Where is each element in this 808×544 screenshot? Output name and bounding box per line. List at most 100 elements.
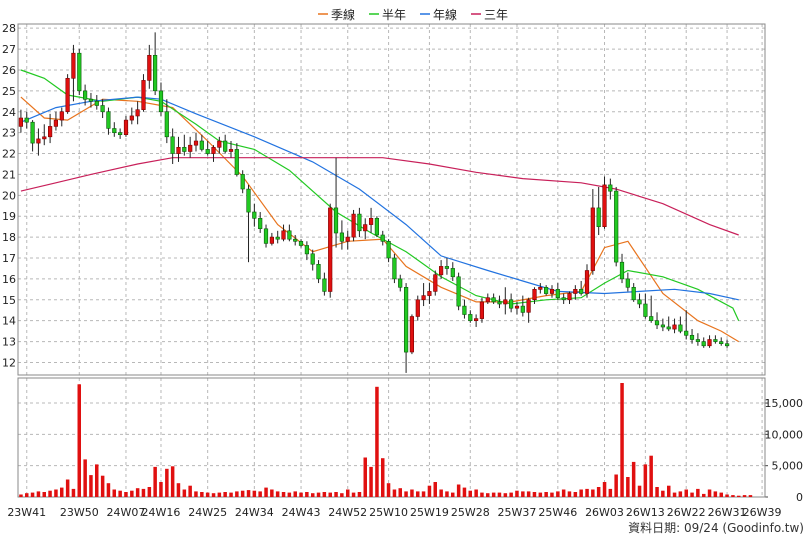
candle-body bbox=[637, 299, 642, 305]
volume-bar bbox=[147, 487, 152, 497]
candle-body bbox=[269, 236, 275, 244]
volume-bar bbox=[176, 483, 181, 497]
candle-body bbox=[333, 207, 339, 234]
volume-bar bbox=[526, 491, 531, 497]
ma-line-三年 bbox=[20, 157, 739, 236]
volume-bar bbox=[667, 485, 671, 497]
candle-body bbox=[672, 324, 677, 330]
candle-body bbox=[345, 236, 350, 242]
volume-bar bbox=[270, 489, 274, 497]
candle-body bbox=[223, 140, 228, 152]
legend-label-1: 半年 bbox=[382, 8, 406, 22]
candle-body bbox=[263, 228, 269, 244]
candle-body bbox=[322, 278, 327, 292]
volume-bar bbox=[626, 477, 630, 497]
volume-bar bbox=[468, 490, 472, 497]
candle-body bbox=[497, 301, 502, 305]
price-tick-label: 21 bbox=[2, 168, 16, 181]
candle-body bbox=[42, 136, 47, 140]
candle-body bbox=[158, 90, 164, 113]
volume-bar bbox=[503, 493, 508, 497]
candle-body bbox=[298, 241, 304, 246]
x-tick-label: 24W34 bbox=[235, 506, 274, 519]
x-tick-label: 25W37 bbox=[498, 506, 537, 519]
price-tick-label: 24 bbox=[2, 106, 16, 119]
volume-bar bbox=[235, 491, 239, 497]
volume-bar bbox=[293, 491, 297, 497]
volume-tick-label: 0 bbox=[796, 491, 803, 504]
candle-body bbox=[678, 324, 683, 332]
volume-bar bbox=[340, 493, 344, 497]
candle-body bbox=[316, 263, 321, 280]
volume-bar bbox=[328, 492, 332, 497]
volume-bar bbox=[36, 491, 41, 497]
volume-bar bbox=[491, 492, 496, 497]
candle-body bbox=[561, 297, 566, 301]
volume-bar bbox=[398, 488, 402, 497]
price-tick-label: 18 bbox=[2, 231, 16, 244]
x-tick-label: 24W07 bbox=[107, 506, 146, 519]
legend-label-0: 季線 bbox=[331, 7, 355, 22]
volume-bar bbox=[678, 491, 683, 497]
volume-bar bbox=[748, 495, 753, 497]
volume-bar bbox=[433, 482, 437, 497]
volume-bar bbox=[135, 488, 140, 497]
candle-body bbox=[485, 297, 490, 303]
price-tick-label: 22 bbox=[2, 148, 16, 161]
candle-body bbox=[713, 339, 718, 342]
candle-body bbox=[287, 230, 292, 240]
volume-bar bbox=[217, 492, 222, 497]
candle-body bbox=[118, 132, 123, 136]
volume-bar bbox=[538, 492, 543, 497]
volume-bar bbox=[386, 483, 391, 497]
volume-bar bbox=[188, 485, 192, 497]
x-tick-label: 23W50 bbox=[60, 506, 99, 519]
volume-bar bbox=[322, 492, 327, 497]
volume-bar bbox=[631, 461, 636, 497]
candle-body bbox=[211, 147, 216, 154]
candle-body bbox=[47, 126, 53, 138]
volume-bar bbox=[357, 492, 362, 497]
volume-bar bbox=[672, 492, 677, 497]
volume-bar bbox=[550, 492, 554, 497]
volume-bar bbox=[404, 491, 408, 497]
candle-body bbox=[374, 218, 380, 236]
x-tick-label: 26W22 bbox=[667, 506, 706, 519]
volume-bar bbox=[311, 493, 315, 497]
volume-bar bbox=[240, 490, 245, 497]
price-tick-label: 19 bbox=[2, 210, 16, 223]
volume-bar bbox=[737, 495, 741, 497]
candle-body bbox=[473, 318, 479, 322]
volume-bar bbox=[532, 492, 537, 497]
volume-bar bbox=[544, 492, 548, 497]
volume-bar bbox=[410, 489, 414, 497]
volume-bar bbox=[54, 489, 58, 497]
volume-bar bbox=[363, 457, 367, 497]
volume-bar bbox=[223, 492, 227, 497]
volume-bar bbox=[690, 492, 694, 497]
volume-tick-label: 10,000 bbox=[765, 428, 804, 441]
volume-bar bbox=[462, 487, 467, 497]
candle-body bbox=[112, 128, 117, 133]
volume-bar bbox=[77, 384, 81, 497]
candle-body bbox=[660, 324, 665, 328]
volume-bar bbox=[474, 489, 478, 497]
candle-body bbox=[701, 341, 706, 347]
candle-body bbox=[579, 288, 584, 294]
ma-line-年線 bbox=[20, 96, 739, 301]
volume-bar bbox=[252, 490, 257, 497]
candle-body bbox=[339, 232, 345, 242]
volume-bar bbox=[707, 489, 712, 497]
volume-bar bbox=[112, 489, 116, 497]
volume-bar bbox=[229, 492, 233, 497]
candle-body bbox=[695, 339, 700, 342]
source-footer: 資料日期: 09/24 (Goodinfo.tw) bbox=[628, 521, 804, 535]
volume-bar bbox=[416, 491, 420, 497]
candle-body bbox=[368, 218, 374, 225]
volume-bar bbox=[515, 490, 519, 497]
candle-body bbox=[193, 140, 199, 146]
volume-bar bbox=[211, 493, 216, 497]
candle-body bbox=[666, 326, 671, 330]
volume-bar bbox=[655, 487, 659, 497]
